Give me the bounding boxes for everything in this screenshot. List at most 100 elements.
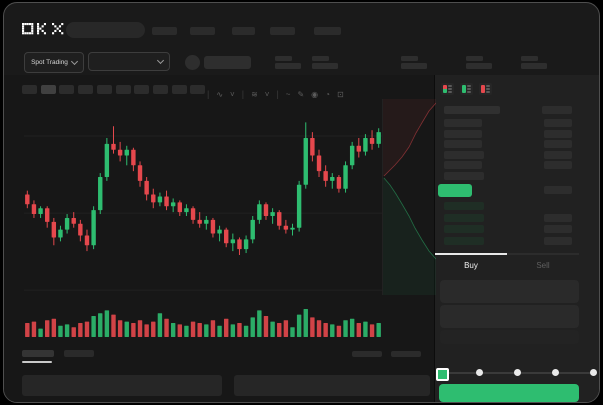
ask-price-bar: [444, 150, 484, 159]
timeframe-button[interactable]: [171, 85, 187, 94]
pair-selector-dropdown[interactable]: [88, 52, 170, 71]
ticker-stat-label: [466, 56, 483, 61]
toolbar-divider: |: [241, 89, 245, 99]
bid-price-bar: [444, 213, 484, 222]
timeframe-button[interactable]: [134, 85, 150, 94]
candlestick-chart[interactable]: [24, 99, 382, 337]
ask-amount-bar: [544, 119, 572, 127]
ask-amount-bar: [544, 161, 572, 169]
timeframe-button[interactable]: [40, 85, 56, 94]
total-field[interactable]: [440, 330, 579, 344]
orderbook-ask-row[interactable]: [434, 119, 599, 127]
toolbar-divider: |: [276, 89, 279, 99]
ticker-stat-label: [312, 56, 329, 61]
orderbook-bid-row[interactable]: [434, 225, 599, 233]
orderbook-ask-row[interactable]: [434, 129, 599, 138]
ticker-stat-label: [521, 56, 538, 61]
slider-step-dot[interactable]: [475, 369, 483, 376]
last-price-amount-bar: [544, 186, 572, 194]
ask-price-bar: [444, 129, 482, 138]
bid-price-bar: [444, 202, 484, 210]
timeframe-button[interactable]: [96, 85, 112, 94]
tab-sell[interactable]: Sell: [507, 253, 579, 276]
ask-price-bar: [444, 140, 482, 148]
ticker-stat-label: [275, 56, 292, 61]
market-type-dropdown[interactable]: Spot Trading: [24, 52, 84, 73]
nav-item-placeholder[interactable]: [314, 27, 341, 35]
timeframe-button[interactable]: [115, 85, 131, 94]
nav-item-placeholder[interactable]: [232, 27, 255, 35]
timeframe-button[interactable]: [152, 85, 168, 94]
ask-price-bar: [444, 106, 500, 114]
orderbook-ask-row[interactable]: [434, 140, 599, 148]
ask-amount-bar: [544, 129, 572, 138]
wave-icon[interactable]: ∿: [216, 90, 224, 99]
indicator-icon[interactable]: ≋: [251, 90, 258, 99]
bid-amount-bar: [544, 225, 572, 233]
list-dashes: [448, 85, 452, 93]
bid-amount-bar: [544, 213, 572, 222]
orderbook-bid-row[interactable]: [434, 213, 599, 222]
chart-section-background: [4, 75, 434, 402]
orderbook-ask-row[interactable]: [434, 150, 599, 159]
ticker-stat-value: [401, 63, 427, 69]
amount-input[interactable]: [440, 305, 579, 328]
bid-price-bar: [444, 236, 484, 245]
slider-step-dot[interactable]: [589, 369, 597, 376]
bid-price-bar: [444, 225, 484, 233]
bottom-panel-placeholder: [234, 375, 430, 396]
ask-price-bar: [444, 161, 482, 169]
book-asks-icon[interactable]: [479, 83, 492, 95]
chart-control-placeholder[interactable]: [391, 351, 421, 357]
orderbook-bid-row[interactable]: [434, 202, 599, 210]
bottom-tab-placeholder[interactable]: [64, 350, 94, 357]
timeframe-button[interactable]: [190, 85, 206, 94]
pencil-icon[interactable]: ✎: [297, 90, 305, 99]
orderbook-bid-row[interactable]: [434, 236, 599, 245]
ask-price-bar: [444, 119, 482, 127]
chevron-down-icon[interactable]: ˅: [264, 90, 270, 99]
orderbook-ask-row[interactable]: [434, 171, 599, 180]
ticker-stat-value: [466, 63, 492, 69]
expand-icon[interactable]: ⊡: [336, 90, 344, 99]
list-dashes: [467, 85, 471, 93]
search-input[interactable]: [66, 22, 145, 38]
orderbook-ask-row[interactable]: [434, 106, 599, 114]
toolbar-divider: |: [207, 89, 210, 99]
price-input[interactable]: [440, 280, 579, 303]
bottom-panel-placeholder: [22, 375, 222, 396]
nav-item-placeholder[interactable]: [270, 27, 295, 35]
ask-amount-bar: [544, 140, 572, 148]
market-type-label: Spot Trading: [31, 59, 68, 66]
nav-item-placeholder[interactable]: [190, 27, 215, 35]
color-column: [462, 85, 466, 93]
timeframe-button[interactable]: [59, 85, 75, 94]
okx-trading-window: Spot Trading | ∿ ˅ | ≋ ˅ | ~ ✎ ◉ ◔ ⊡ Buy Sell: [3, 2, 600, 403]
chevron-down-icon[interactable]: ˅: [230, 90, 235, 99]
timeframe-button[interactable]: [22, 85, 37, 94]
chart-control-placeholder[interactable]: [352, 351, 382, 357]
line-icon[interactable]: ~: [285, 90, 291, 99]
clock-icon[interactable]: ◔: [325, 90, 330, 99]
slider-step-dot[interactable]: [551, 369, 559, 376]
depth-chart: [382, 99, 436, 295]
color-column: [443, 85, 447, 93]
chevron-down-icon: [156, 56, 165, 65]
orderbook-ask-row[interactable]: [434, 161, 599, 169]
slider-step-dot[interactable]: [513, 369, 521, 376]
slider-handle[interactable]: [436, 368, 449, 381]
tab-buy[interactable]: Buy: [435, 253, 507, 276]
bottom-tab-placeholder[interactable]: [22, 350, 54, 357]
book-bids-icon[interactable]: [460, 83, 473, 95]
chart-tools: | ∿ ˅ | ≋ ˅ | ~ ✎ ◉ ◔ ⊡: [207, 84, 351, 102]
timeframe-button[interactable]: [78, 85, 94, 94]
book-combined-icon[interactable]: [441, 83, 454, 95]
camera-icon[interactable]: ◉: [311, 90, 319, 99]
last-price-indicator[interactable]: [438, 184, 472, 197]
color-column: [481, 85, 485, 93]
last-price-placeholder: [204, 56, 251, 69]
ask-price-bar: [444, 171, 484, 180]
nav-item-placeholder[interactable]: [152, 27, 177, 35]
ticker-stat-value: [275, 63, 301, 69]
buy-submit-button[interactable]: [439, 384, 579, 402]
